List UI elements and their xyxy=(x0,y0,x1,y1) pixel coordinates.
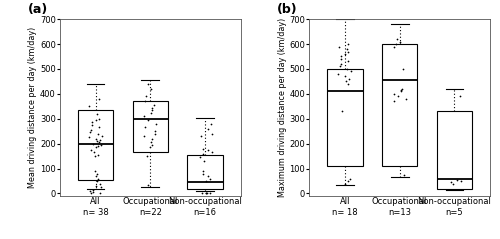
Bar xyxy=(78,110,114,180)
Bar xyxy=(132,101,168,152)
Bar xyxy=(436,111,472,189)
Text: (a): (a) xyxy=(28,3,48,16)
Y-axis label: Mean driving distance per day (km/day): Mean driving distance per day (km/day) xyxy=(28,27,37,188)
Bar xyxy=(382,44,418,166)
Y-axis label: Maximum driving distance per day (km/day): Maximum driving distance per day (km/day… xyxy=(278,18,286,197)
Text: (b): (b) xyxy=(277,3,297,16)
Bar xyxy=(327,69,362,166)
Bar xyxy=(188,155,223,189)
